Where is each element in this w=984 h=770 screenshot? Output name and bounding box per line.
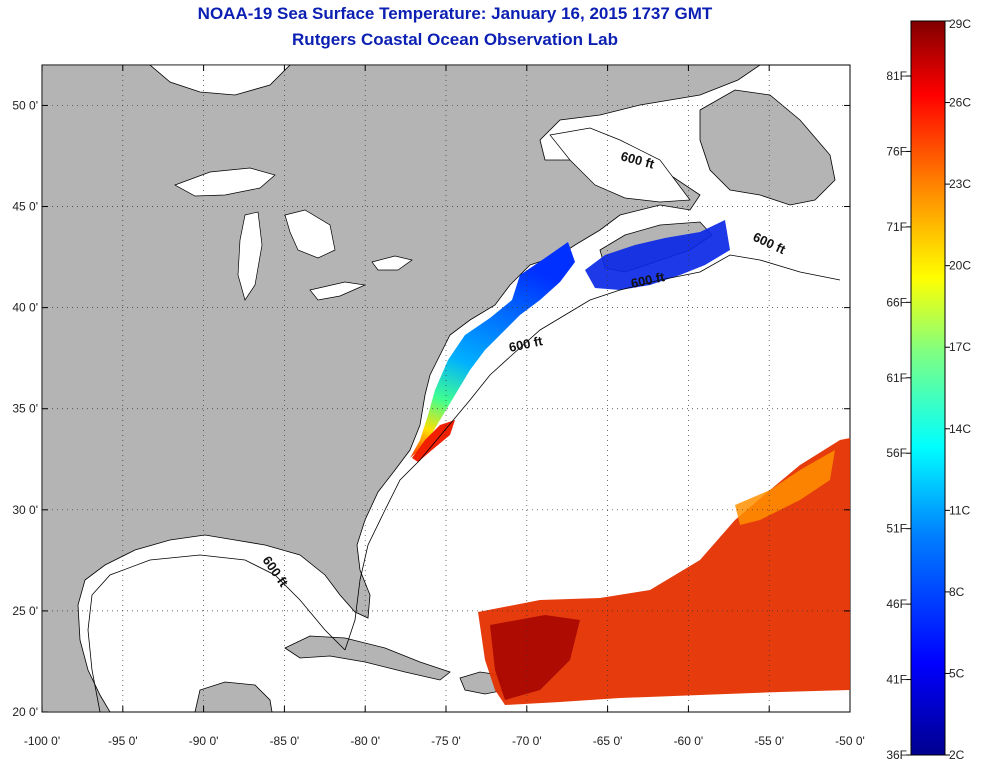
great-lakes xyxy=(174,167,413,301)
colorbar-ticks: 29C 26C 23C 20C 17C 14C 11C 8C 5C 2C 81F 76F 71F 66F 6… xyxy=(886,17,971,762)
colorbar-fahrenheit-label: 81F xyxy=(886,69,907,83)
lat-tick-label: 35 0' xyxy=(12,402,38,416)
land-cuba xyxy=(284,635,451,681)
lon-tick-label: -50 0' xyxy=(835,734,865,748)
colorbar-fahrenheit-label: 46F xyxy=(886,597,907,611)
lon-tick-label: -85 0' xyxy=(270,734,300,748)
colorbar-celsius-label: 2C xyxy=(949,748,965,762)
lon-tick-label: -90 0' xyxy=(189,734,219,748)
sst-gulf-of-maine xyxy=(585,220,730,290)
colorbar xyxy=(910,20,946,756)
lat-tick-label: 30 0' xyxy=(12,503,38,517)
lat-tick-label: 40 0' xyxy=(12,301,38,315)
colorbar-celsius-label: 8C xyxy=(949,585,965,599)
colorbar-fahrenheit-label: 56F xyxy=(886,446,907,460)
lat-tick-label: 45 0' xyxy=(12,200,38,214)
lon-tick-label: -95 0' xyxy=(108,734,138,748)
lon-tick-label: -70 0' xyxy=(512,734,542,748)
contour-label: 600 ft xyxy=(630,269,667,291)
hudson-bay-edge xyxy=(149,65,291,96)
lat-tick-label: 25 0' xyxy=(12,604,38,618)
lon-tick-label: -100 0' xyxy=(24,734,60,748)
colorbar-fahrenheit-label: 71F xyxy=(886,220,907,234)
lon-tick-label: -75 0' xyxy=(431,734,461,748)
lon-tick-label: -60 0' xyxy=(674,734,704,748)
sst-dark-red-patch xyxy=(490,615,580,700)
map-subtitle: Rutgers Coastal Ocean Observation Lab xyxy=(292,30,618,49)
colorbar-celsius-label: 5C xyxy=(949,666,965,680)
lat-tick-label: 50 0' xyxy=(12,98,38,112)
lon-tick-label: -55 0' xyxy=(754,734,784,748)
land-newfoundland xyxy=(699,89,836,206)
colorbar-fahrenheit-label: 41F xyxy=(886,673,907,687)
colorbar-fahrenheit-label: 51F xyxy=(886,522,907,536)
sst-coastal-band xyxy=(410,242,575,458)
map-title: NOAA-19 Sea Surface Temperature: January… xyxy=(197,4,713,23)
colorbar-celsius-label: 17C xyxy=(949,340,971,354)
colorbar-celsius-label: 11C xyxy=(949,503,970,517)
colorbar-celsius-label: 26C xyxy=(949,96,971,110)
isobath-600ft xyxy=(87,254,841,712)
lat-tick-label: 20 0' xyxy=(12,705,38,719)
land-yucatan xyxy=(194,681,273,712)
contour-label: 600 ft xyxy=(508,333,545,355)
lon-tick-label: -65 0' xyxy=(593,734,623,748)
colorbar-fahrenheit-label: 76F xyxy=(886,144,907,158)
lon-tick-label: -80 0' xyxy=(350,734,380,748)
colorbar-celsius-label: 14C xyxy=(949,422,971,436)
colorbar-fahrenheit-label: 61F xyxy=(886,371,907,385)
colorbar-fahrenheit-label: 66F xyxy=(886,295,907,309)
latitude-axis: 20 0' 25 0' 30 0' 35 0' 40 0' 45 0' 50 0' xyxy=(12,98,850,719)
colorbar-celsius-label: 20C xyxy=(949,259,971,273)
gulf-st-lawrence xyxy=(549,127,691,203)
sst-orange-margin xyxy=(735,450,835,525)
colorbar-celsius-label: 29C xyxy=(949,17,971,31)
longitude-axis: -100 0' -95 0' -90 0' -85 0' -80 0' -75 0' -70… xyxy=(24,65,865,748)
colorbar-celsius-label: 23C xyxy=(949,177,971,191)
colorbar-fahrenheit-label: 36F xyxy=(886,748,907,762)
